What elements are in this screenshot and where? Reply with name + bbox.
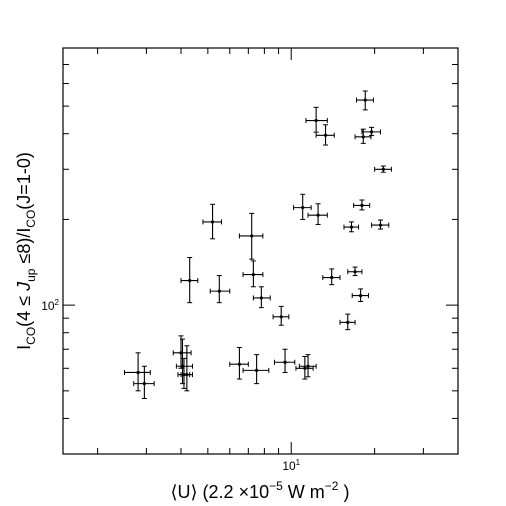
data-point (354, 128, 372, 144)
data-point (361, 126, 381, 137)
point-marker (142, 382, 146, 386)
data-point (242, 354, 270, 385)
point-marker (358, 294, 363, 298)
point-marker (251, 273, 255, 277)
data-point (295, 356, 314, 380)
point-marker (330, 275, 334, 280)
tick-labels: 101 102 (41, 298, 300, 473)
data-point (347, 266, 363, 277)
data-point (209, 275, 231, 304)
point-marker (323, 133, 328, 137)
point-marker (217, 289, 221, 293)
data-point (305, 106, 328, 133)
data-points (123, 90, 392, 399)
point-marker (314, 118, 318, 123)
point-marker (378, 223, 383, 227)
point-marker (303, 366, 307, 370)
data-point (177, 357, 191, 389)
data-point (343, 221, 360, 233)
point-marker (381, 167, 385, 171)
point-marker (353, 270, 357, 274)
point-marker (363, 98, 367, 102)
data-point (307, 203, 328, 225)
data-point (202, 203, 222, 240)
point-marker (179, 351, 183, 355)
data-point (293, 193, 312, 220)
point-marker (136, 370, 140, 375)
data-point (298, 354, 317, 378)
data-point (315, 124, 335, 146)
point-marker (210, 220, 215, 224)
point-marker (360, 203, 364, 208)
data-point (353, 199, 371, 211)
data-point (355, 90, 374, 111)
data-point (238, 212, 264, 260)
data-point (322, 268, 341, 286)
x-tick-label: 101 (282, 458, 300, 473)
data-point (180, 256, 199, 304)
point-marker (188, 278, 192, 283)
point-marker (283, 360, 287, 364)
point-marker (180, 364, 185, 368)
point-marker (250, 234, 254, 238)
data-point (252, 286, 271, 309)
axis-ticks (63, 47, 459, 455)
point-marker (361, 135, 365, 139)
point-marker (185, 373, 189, 377)
data-point (351, 288, 369, 302)
data-point (242, 260, 264, 288)
data-point (272, 305, 290, 326)
point-marker (346, 320, 350, 324)
point-marker (237, 362, 242, 366)
data-point (371, 219, 390, 230)
point-marker (279, 315, 283, 319)
y-axis-label: ICO(4 ≤ Jup ≤8)/ICO(J=1-0) (14, 152, 38, 350)
x-axis-label: ⟨U⟩ (2.2 ×10−5 W m−2 ) (171, 479, 350, 502)
data-point (180, 345, 193, 392)
point-marker (306, 364, 310, 368)
data-point (229, 346, 249, 380)
plot-frame (62, 47, 459, 455)
data-point (133, 365, 155, 399)
point-marker (369, 130, 374, 134)
point-marker (259, 296, 263, 300)
data-point (374, 165, 392, 173)
data-point (123, 352, 151, 392)
y-tick-label: 102 (41, 298, 59, 313)
point-marker (255, 368, 259, 372)
point-marker (301, 206, 305, 210)
point-marker (349, 225, 354, 229)
data-point (339, 313, 356, 331)
point-marker (316, 213, 320, 217)
data-point (273, 348, 296, 373)
data-point (175, 338, 193, 385)
